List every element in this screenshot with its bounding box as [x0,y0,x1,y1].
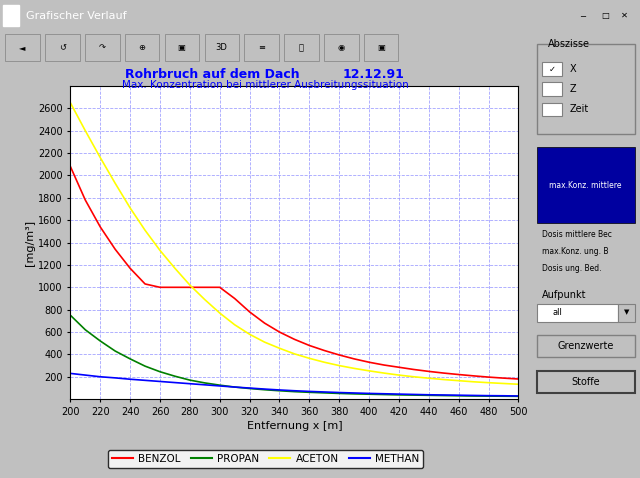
Bar [205,34,239,61]
Bar [574,3,592,28]
Text: Abszisse: Abszisse [548,40,589,50]
Text: Dosis ung. Bed.: Dosis ung. Bed. [542,264,602,273]
Text: all: all [553,308,563,317]
Text: ↷: ↷ [99,43,106,52]
Text: ≡: ≡ [258,43,265,52]
Text: Rohrbruch auf dem Dach: Rohrbruch auf dem Dach [125,67,300,81]
Text: ⎙: ⎙ [299,43,304,52]
Text: X: X [570,64,576,74]
Bar [164,34,199,61]
Y-axis label: [mg/m³]: [mg/m³] [25,219,35,266]
Bar [125,34,159,61]
Bar [3,5,19,26]
Text: max.Konz. mittlere: max.Konz. mittlere [549,181,622,190]
Text: ▣: ▣ [178,43,186,52]
Bar [324,34,358,61]
Bar [542,103,562,116]
Bar [542,83,562,96]
Text: ─: ─ [580,11,585,20]
Bar [244,34,279,61]
Text: 3D: 3D [216,43,227,52]
Text: Max. Konzentration bei mittlerer Ausbreitungssituation: Max. Konzentration bei mittlerer Ausbrei… [122,80,409,90]
Text: Grenzwerte: Grenzwerte [557,341,614,351]
Bar [536,44,635,134]
Bar [536,304,618,322]
Bar [596,3,614,28]
Bar [616,3,634,28]
Text: max.Konz. ung. B: max.Konz. ung. B [542,247,609,256]
Bar [85,34,120,61]
Text: Z: Z [570,84,576,94]
Text: Zeit: Zeit [570,104,589,114]
Text: ◉: ◉ [337,43,345,52]
Text: 12.12.91: 12.12.91 [342,67,404,81]
Text: □: □ [601,11,609,20]
Text: ◄: ◄ [19,43,26,52]
Text: Aufpunkt: Aufpunkt [542,290,587,300]
Bar [618,304,635,322]
Bar [364,34,398,61]
Bar [284,34,319,61]
Bar [536,371,635,393]
Bar [5,34,40,61]
Text: ✕: ✕ [621,11,627,20]
Text: Stoffe: Stoffe [572,377,600,387]
X-axis label: Entfernung x [m]: Entfernung x [m] [246,421,342,431]
Bar [45,34,79,61]
Text: ✓: ✓ [548,65,556,74]
Text: ⊕: ⊕ [138,43,145,52]
Bar [536,147,635,223]
Text: Grafischer Verlauf: Grafischer Verlauf [26,11,126,21]
Text: Dosis mittlere Bec: Dosis mittlere Bec [542,230,612,239]
Text: ↺: ↺ [59,43,66,52]
Text: ▣: ▣ [377,43,385,52]
Text: ▼: ▼ [624,310,629,315]
Bar [542,62,562,76]
Bar [536,335,635,358]
Legend: BENZOL, PROPAN, ACETON, METHAN: BENZOL, PROPAN, ACETON, METHAN [108,450,424,468]
